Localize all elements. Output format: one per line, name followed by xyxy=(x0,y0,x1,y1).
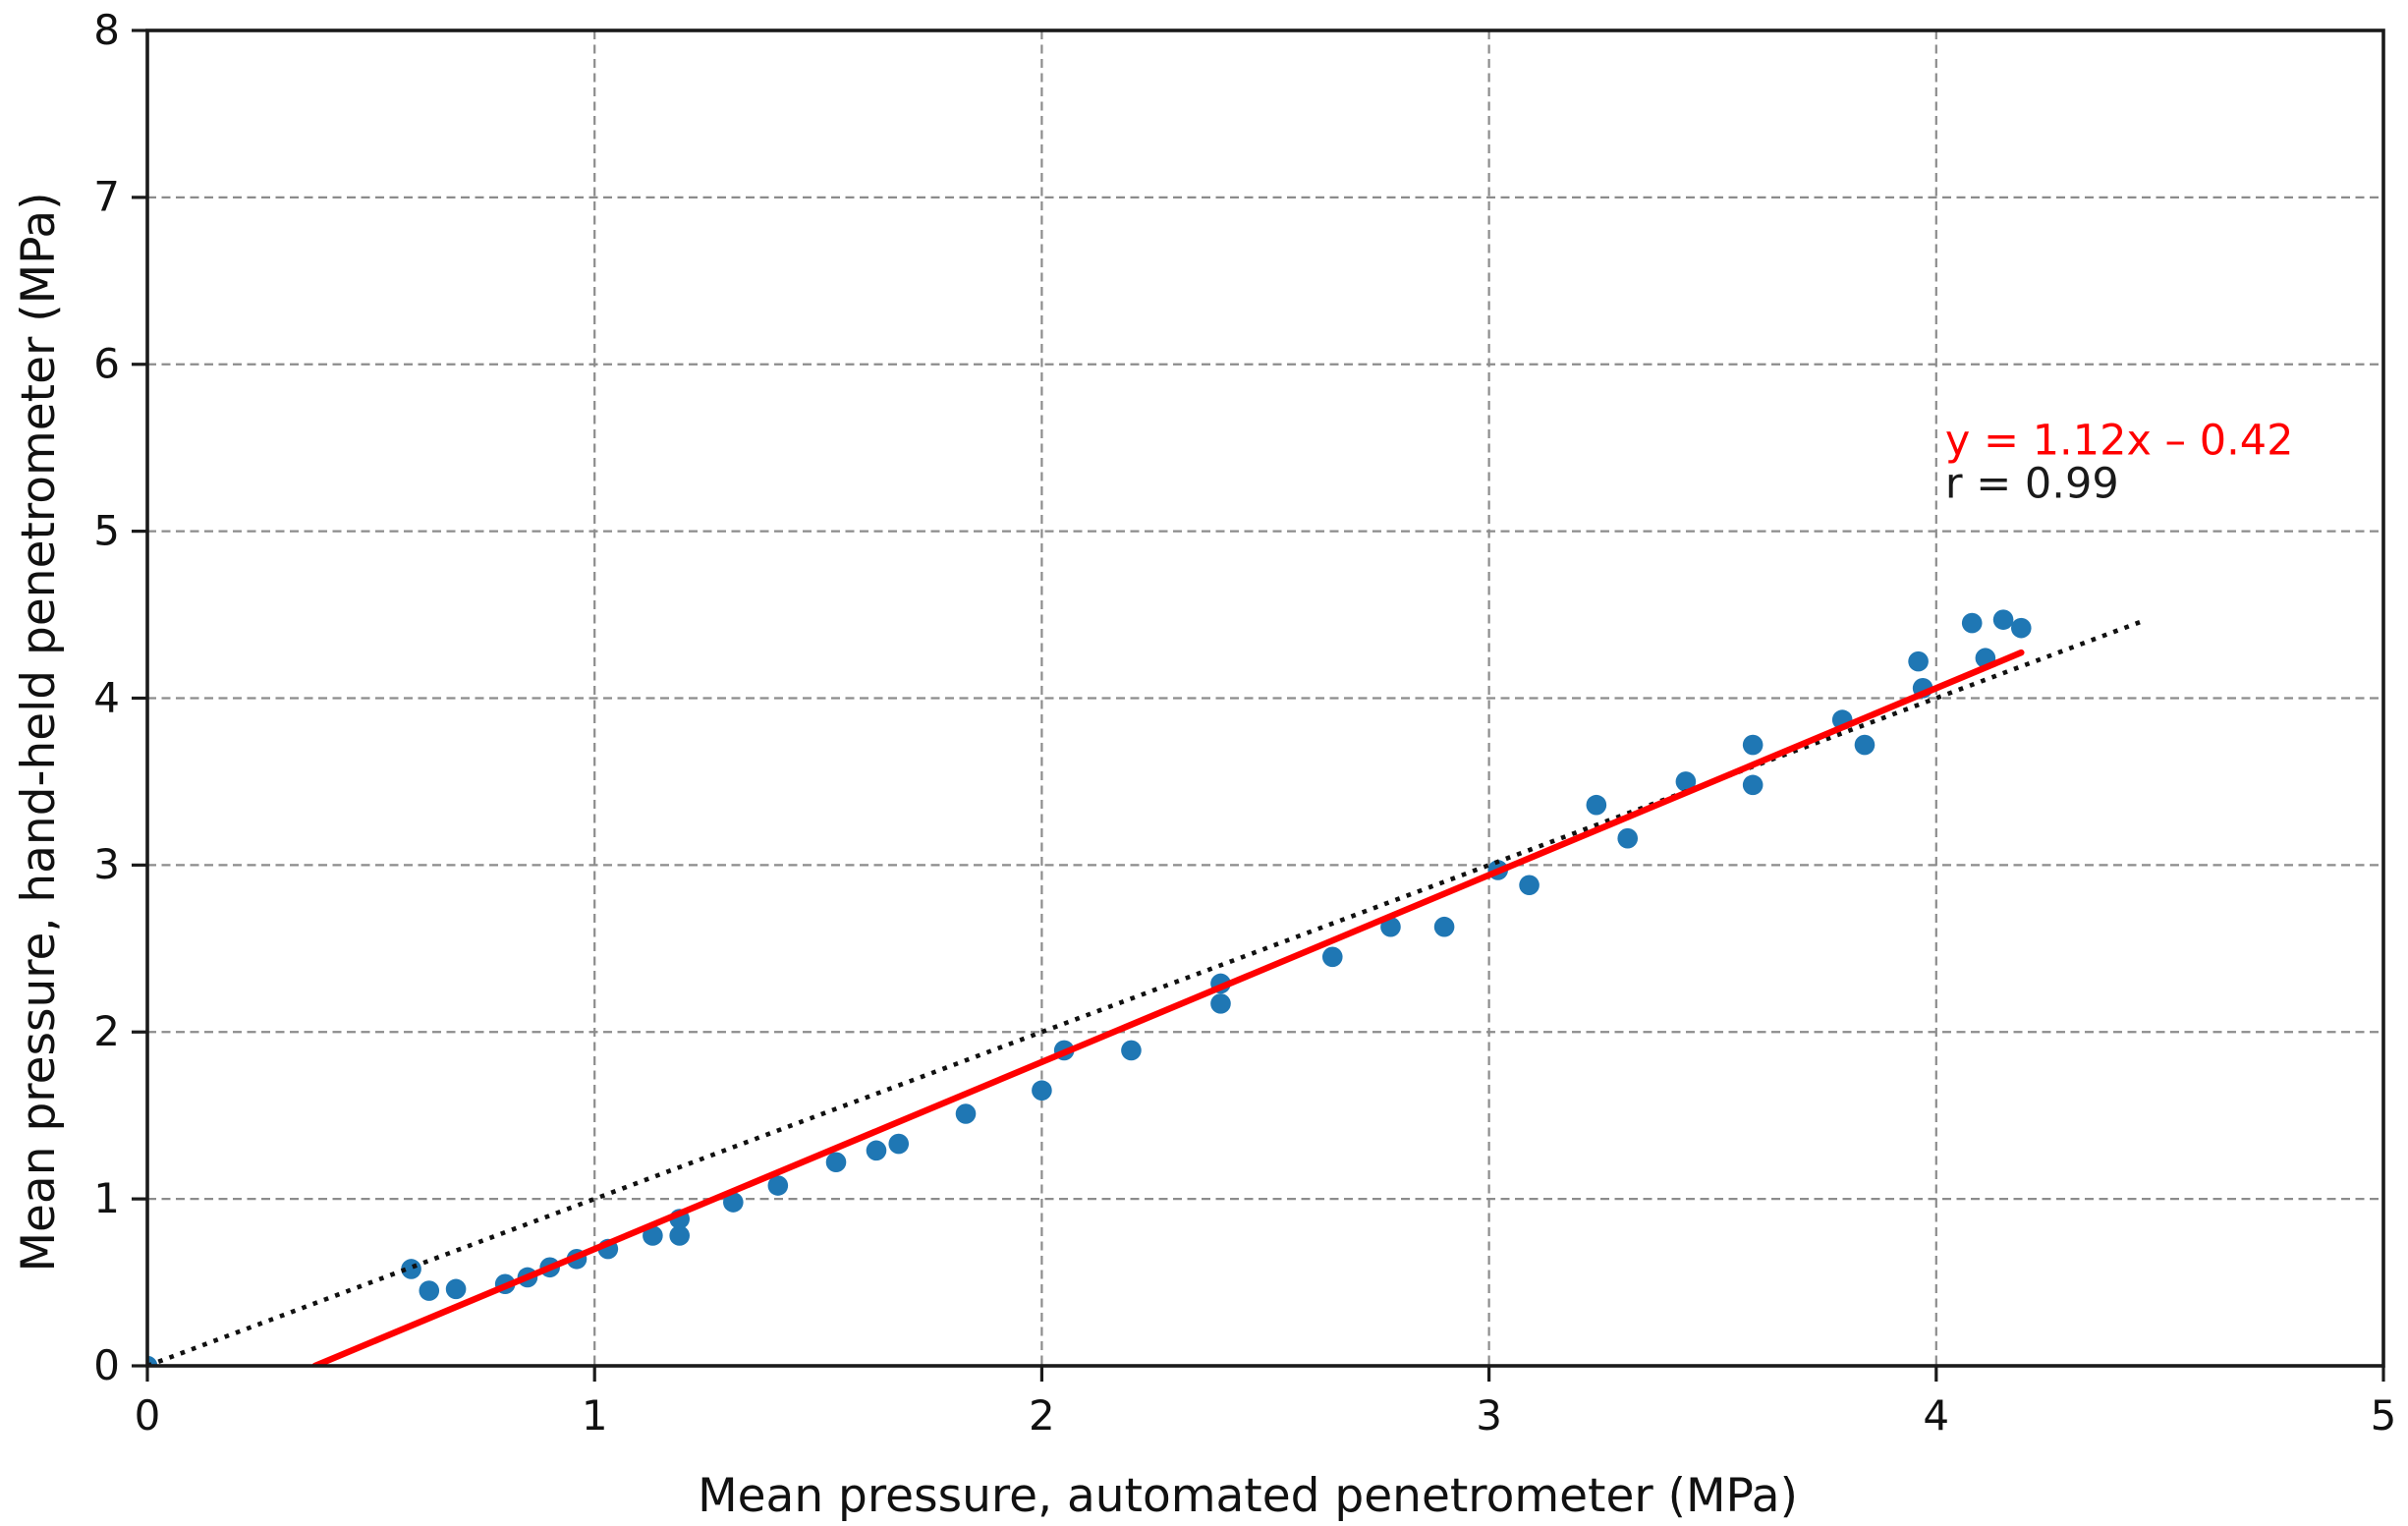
scatter-point xyxy=(2010,617,2032,639)
scatter-point xyxy=(825,1152,847,1173)
scatter-point xyxy=(1854,734,1876,756)
y-tick-label: 6 xyxy=(93,340,120,388)
x-tick-label: 4 xyxy=(1923,1391,1949,1440)
identity-line xyxy=(147,617,2148,1366)
y-tick-label: 1 xyxy=(93,1174,120,1222)
x-tick-label: 5 xyxy=(2371,1391,2397,1440)
scatter-point xyxy=(888,1133,910,1155)
x-axis-label: Mean pressure, automated penetrometer (M… xyxy=(698,1469,1798,1523)
scatter-point xyxy=(1742,734,1764,756)
fit-equation-annotation: y = 1.12x – 0.42 xyxy=(1945,416,2294,465)
scatter-points xyxy=(147,609,2032,1366)
y-tick-label: 7 xyxy=(93,173,120,221)
scatter-point xyxy=(669,1225,690,1246)
x-tick-label: 1 xyxy=(582,1391,608,1440)
y-tick-label: 0 xyxy=(93,1341,120,1389)
scatter-point xyxy=(1742,774,1764,796)
y-axis-label: Mean pressure, hand-held penetrometer (M… xyxy=(12,192,66,1272)
scatter-point xyxy=(1992,609,2014,630)
correlation-annotation: r = 0.99 xyxy=(1945,460,2119,509)
x-axis-ticks: 0 1 2 3 4 5 xyxy=(135,1366,2397,1440)
scatter-point xyxy=(401,1259,421,1279)
scatter-point xyxy=(419,1280,440,1301)
scatter-point xyxy=(1121,1040,1142,1061)
y-tick-label: 5 xyxy=(93,506,120,554)
scatter-point xyxy=(1908,650,1929,672)
y-tick-label: 8 xyxy=(93,6,120,54)
y-axis-ticks: 0 1 2 3 4 5 6 7 8 xyxy=(93,6,147,1389)
scatter-point xyxy=(723,1192,744,1213)
scatter-point xyxy=(643,1225,663,1246)
y-tick-label: 2 xyxy=(93,1007,120,1055)
fit-line xyxy=(311,649,2025,1366)
y-tick-label: 3 xyxy=(93,840,120,888)
scatter-point xyxy=(1586,794,1607,816)
scatter-point xyxy=(1519,875,1540,896)
grid-lines xyxy=(147,30,2383,1366)
scatter-point xyxy=(767,1175,789,1196)
x-tick-label: 2 xyxy=(1029,1391,1055,1440)
scatter-point xyxy=(1675,771,1697,792)
scatter-point xyxy=(1961,612,1983,634)
x-tick-label: 0 xyxy=(135,1391,161,1440)
scatter-point xyxy=(866,1140,887,1161)
scatter-point xyxy=(955,1103,977,1124)
scatter-point xyxy=(445,1278,467,1300)
scatter-point xyxy=(1032,1080,1052,1102)
scatter-point xyxy=(1433,916,1455,937)
y-tick-label: 4 xyxy=(93,673,120,721)
scatter-point xyxy=(1210,993,1231,1014)
x-tick-label: 3 xyxy=(1476,1391,1502,1440)
scatter-point xyxy=(1321,946,1343,968)
scatter-point xyxy=(1617,827,1639,849)
